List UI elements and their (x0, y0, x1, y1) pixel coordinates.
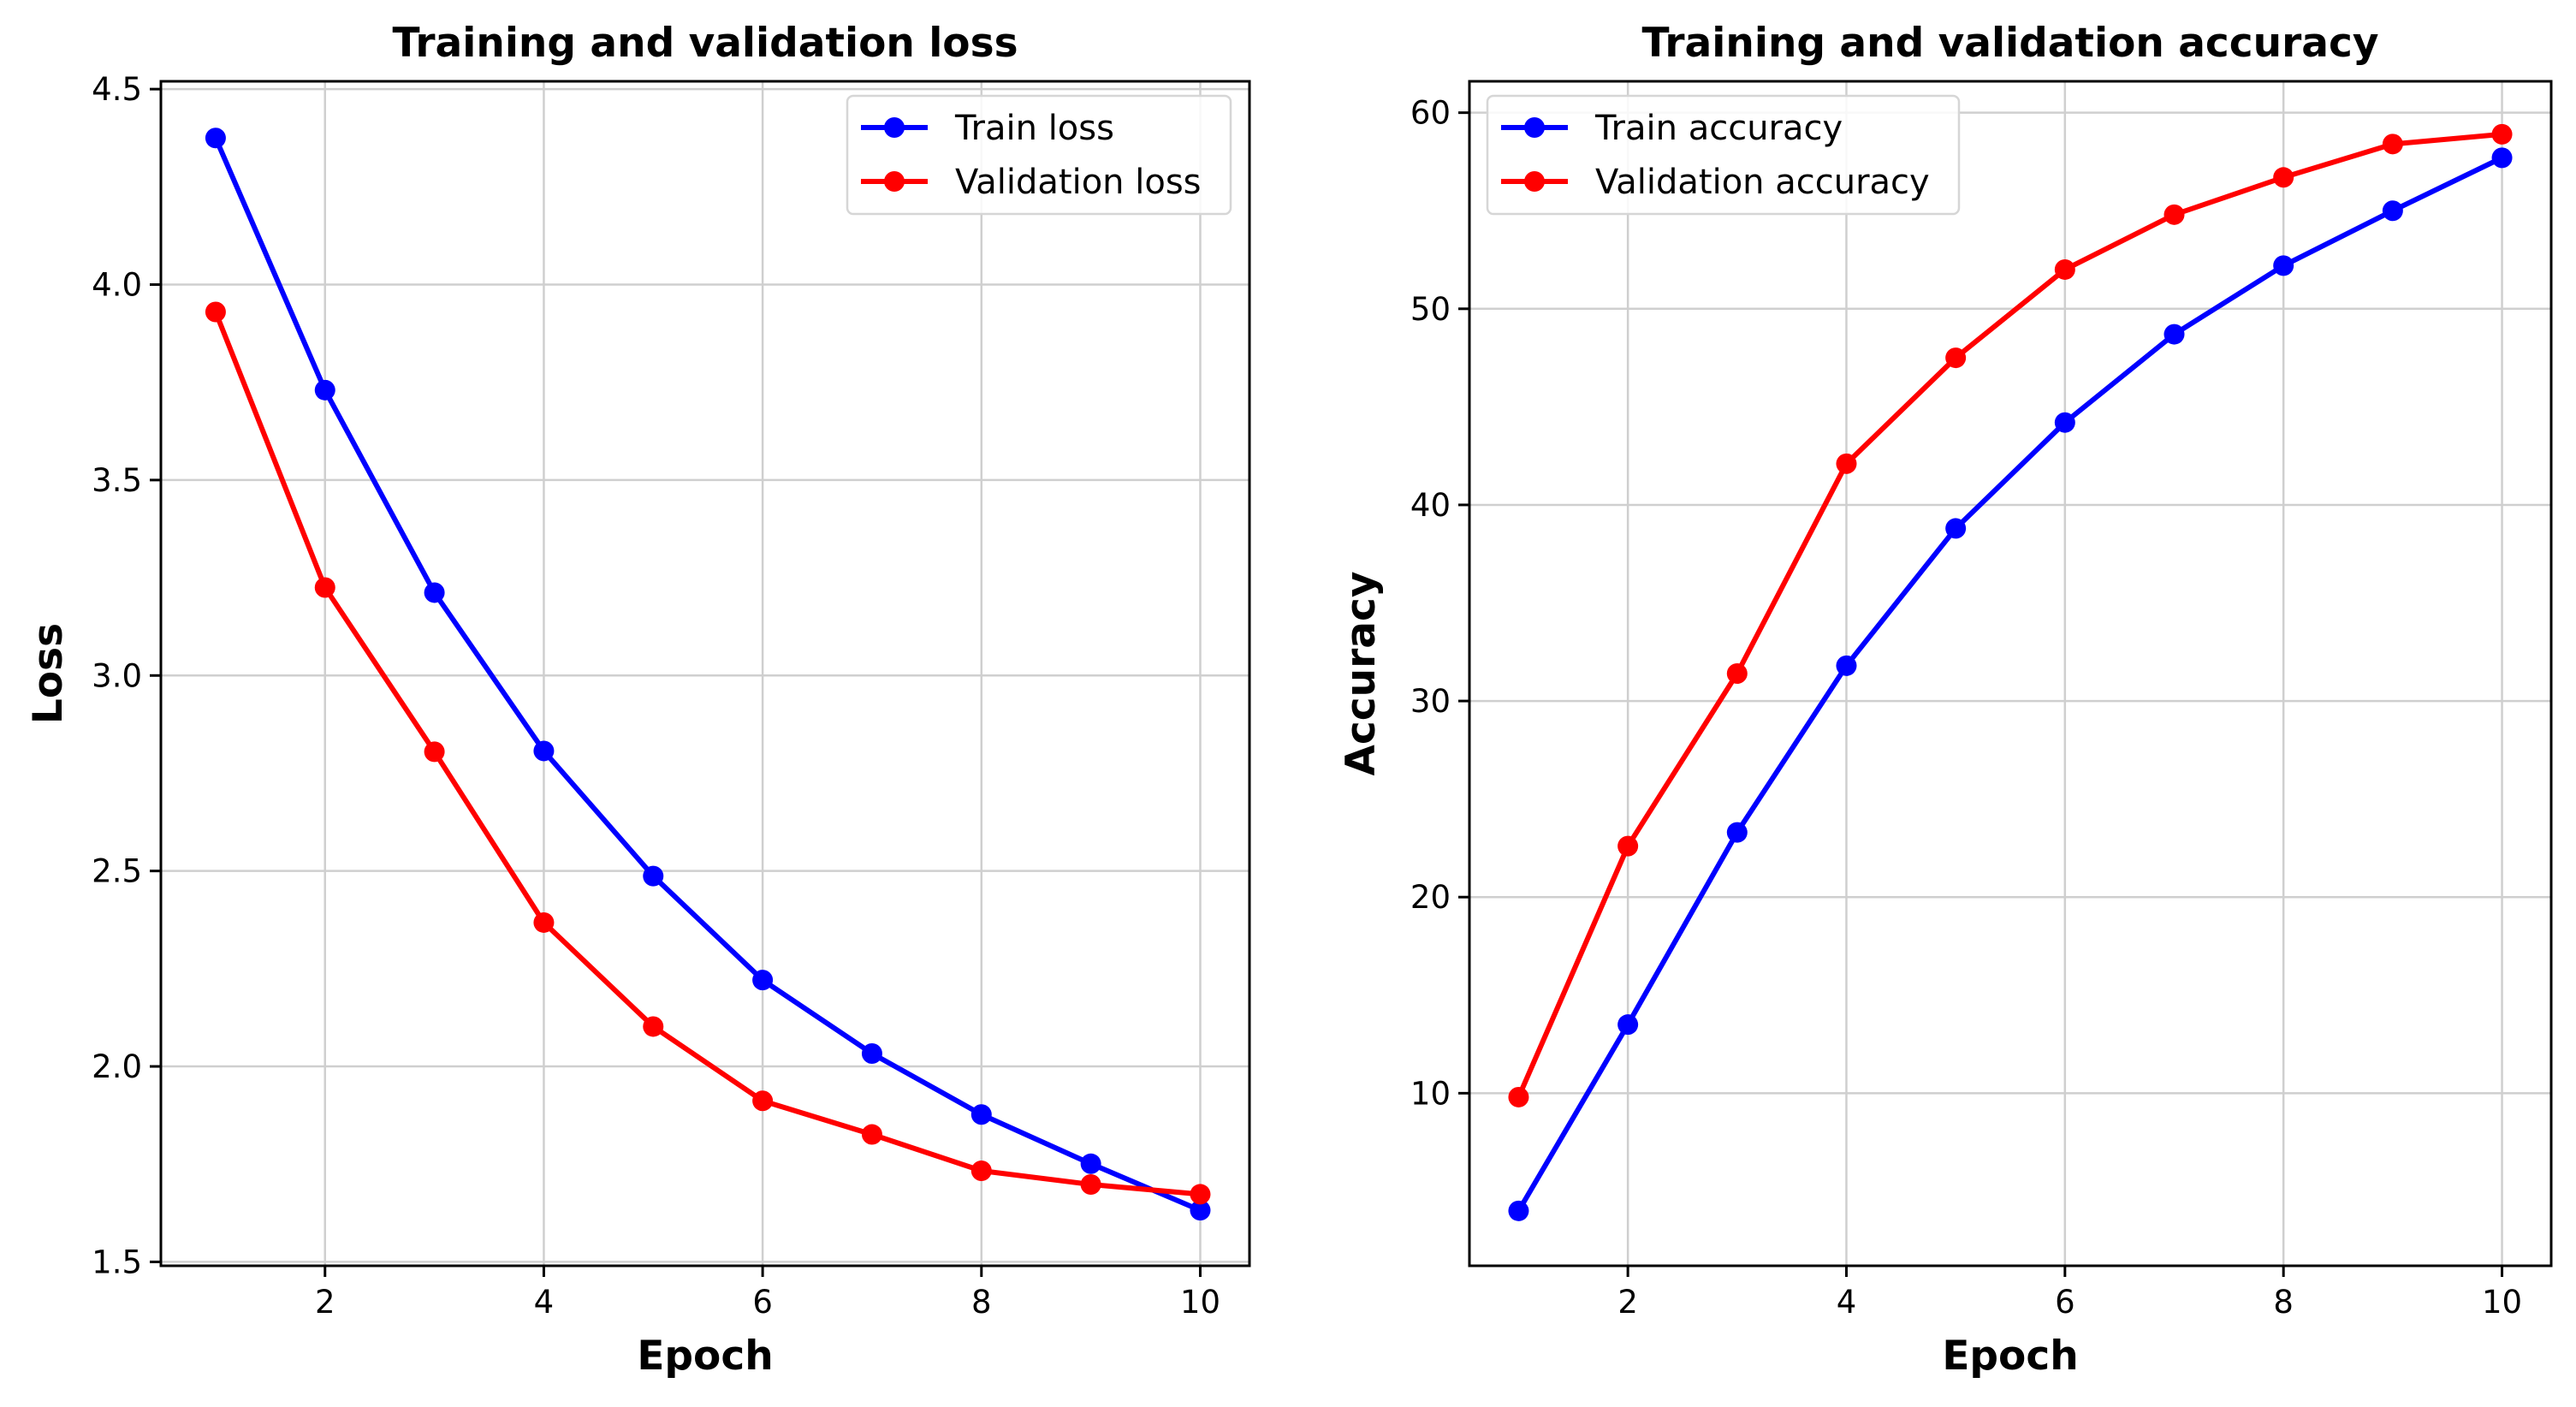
data-point (2273, 255, 2294, 276)
legend: Train accuracy Validation accuracy (1486, 94, 1961, 216)
x-tick-label: 10 (2482, 1284, 2522, 1321)
y-tick-label: 20 (1410, 879, 1451, 916)
data-point (1080, 1153, 1101, 1174)
data-point (2163, 324, 2185, 345)
y-tick-label: 1.5 (92, 1244, 142, 1280)
data-point (643, 865, 664, 887)
series-line-2 (1516, 131, 2505, 1100)
x-tick-label: 2 (1617, 1284, 1638, 1321)
data-point (2054, 412, 2075, 433)
legend-box (1486, 94, 1961, 216)
x-axis-label: Epoch (637, 1333, 773, 1380)
series-line-1 (212, 135, 1203, 1214)
x-tick-label: 2 (315, 1284, 335, 1321)
legend: Train loss Validation loss (846, 94, 1232, 216)
data-point (1726, 663, 1748, 684)
y-tick-label: 50 (1410, 291, 1451, 328)
legend-label-2: Validation loss (955, 163, 1202, 202)
data-point (314, 379, 335, 401)
data-point (1945, 518, 1967, 539)
x-tick-label: 6 (2055, 1284, 2075, 1321)
x-tick-label: 10 (1180, 1284, 1220, 1321)
x-tick-label: 4 (534, 1284, 555, 1321)
y-tick-label: 30 (1410, 683, 1451, 720)
data-point (2273, 167, 2294, 188)
data-point (861, 1124, 882, 1145)
data-point (1617, 1014, 1639, 1036)
data-point (1836, 655, 1857, 676)
legend-label-2: Validation accuracy (1595, 163, 1930, 202)
y-axis-label: Loss (25, 623, 72, 724)
data-point (205, 128, 226, 149)
x-axis-label: Epoch (1942, 1333, 2078, 1380)
data-point (1617, 835, 1639, 857)
y-tick-label: 4.5 (92, 71, 142, 108)
data-point (314, 577, 335, 598)
chart-title: Training and validation loss (392, 20, 1018, 67)
y-tick-label: 3.5 (92, 462, 142, 499)
data-point (424, 582, 445, 603)
x-tick-label: 6 (752, 1284, 773, 1321)
data-point (533, 911, 555, 933)
data-point (424, 741, 445, 763)
data-point (533, 740, 555, 762)
plot-frame (1468, 80, 2553, 1267)
data-point (752, 1090, 774, 1112)
data-point (2382, 200, 2403, 222)
y-tick-label: 10 (1410, 1075, 1451, 1112)
legend-marker-1 (1524, 117, 1545, 138)
data-point (2163, 204, 2185, 225)
data-point (861, 1042, 882, 1064)
y-tick-label: 2.0 (92, 1048, 142, 1085)
y-tick-label: 4.0 (92, 267, 142, 304)
data-point (2054, 258, 2075, 280)
legend-marker-2 (1524, 171, 1545, 192)
legend-label-1: Train loss (954, 109, 1114, 148)
data-point (205, 301, 226, 323)
y-axis-label: Accuracy (1338, 572, 1385, 776)
legend-marker-1 (884, 117, 905, 138)
x-tick-label: 8 (971, 1284, 992, 1321)
data-point (1726, 822, 1748, 843)
x-tick-label: 8 (2273, 1284, 2294, 1321)
data-point (1080, 1173, 1101, 1195)
chart-title: Training and validation accuracy (1641, 20, 2378, 67)
data-point (643, 1016, 664, 1037)
data-point (1190, 1184, 1211, 1205)
y-tick-label: 40 (1410, 487, 1451, 524)
series-line-2 (212, 309, 1203, 1197)
legend-box (846, 94, 1232, 216)
x-tick-label: 4 (1837, 1284, 1857, 1321)
data-point (1508, 1200, 1529, 1221)
series-line-1 (1516, 155, 2505, 1214)
data-point (2382, 134, 2403, 155)
plot-frame (159, 80, 1251, 1267)
y-tick-label: 60 (1410, 95, 1451, 132)
data-point (1190, 1200, 1211, 1221)
y-tick-label: 2.5 (92, 853, 142, 890)
y-tick-label: 3.0 (92, 657, 142, 694)
data-point (970, 1161, 992, 1182)
data-point (1836, 453, 1857, 474)
data-point (1945, 347, 1967, 369)
chart-panel-1: 2 4 6 8 10 1.5 2.0 2.5 3.0 3.5 4.0 4.5 Training and … (25, 20, 1251, 1380)
chart-panel-2: 2 4 6 8 10 10 20 30 40 50 60 Training and validatio… (1338, 20, 2553, 1380)
data-point (2491, 123, 2513, 145)
legend-marker-2 (884, 171, 905, 192)
data-point (752, 970, 774, 991)
data-point (970, 1104, 992, 1125)
data-point (2491, 147, 2513, 169)
data-point (1508, 1086, 1529, 1107)
legend-label-1: Train accuracy (1594, 109, 1843, 148)
